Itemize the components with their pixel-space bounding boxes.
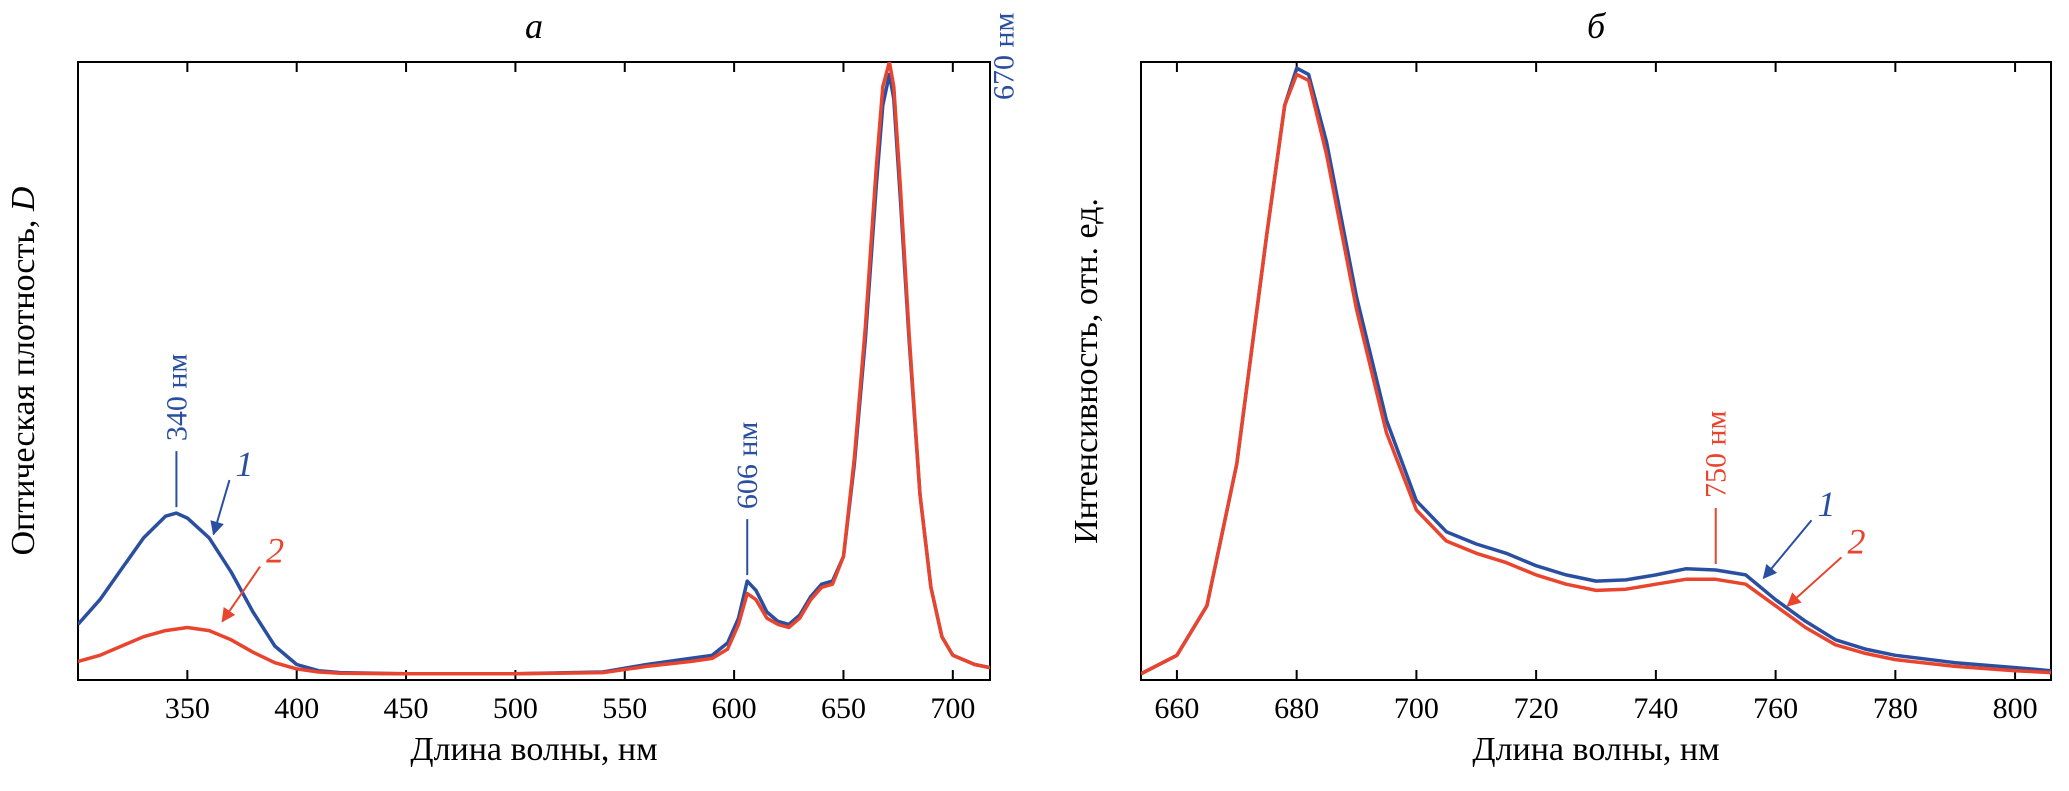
- curve-label-2: 2: [266, 531, 284, 571]
- curve-arrow: [1762, 519, 1813, 580]
- series-line-2: [78, 62, 990, 676]
- x-tick-label: 660: [1154, 692, 1199, 725]
- y-axis-title: Оптическая плотность, D: [5, 186, 42, 555]
- curve-label-1: 1: [1818, 484, 1836, 524]
- x-tick-label: 680: [1274, 692, 1319, 725]
- peak-annotation: 670 нм: [987, 12, 1020, 100]
- x-tick-label: 780: [1873, 692, 1918, 725]
- series-line-1: [78, 72, 990, 676]
- x-tick-label: 600: [712, 692, 757, 725]
- peak-annotation: 340 нм: [160, 354, 193, 442]
- x-tick-label: 550: [602, 692, 647, 725]
- panel-title: б: [1587, 6, 1607, 46]
- curve-arrow: [210, 479, 231, 536]
- curve-label-2: 2: [1847, 521, 1865, 561]
- y-axis-title: Интенсивность, отн. ед.: [1068, 198, 1105, 544]
- curve-arrow: [221, 566, 261, 623]
- peak-annotation: 606 нм: [731, 422, 764, 510]
- plot-frame: [77, 61, 991, 681]
- panel-title: а: [525, 6, 543, 46]
- curve-label-1: 1: [235, 444, 253, 484]
- x-tick-label: 800: [1993, 692, 2038, 725]
- x-tick-label: 760: [1753, 692, 1798, 725]
- x-tick-label: 350: [165, 692, 210, 725]
- panel-b: 660 680 700 720 740 760 780 800 750 нм 12 Длина во…: [1068, 6, 2052, 768]
- x-tick-label: 650: [821, 692, 866, 725]
- x-tick-label: 720: [1514, 692, 1559, 725]
- x-tick-label: 740: [1633, 692, 1678, 725]
- plot-frame: [1140, 61, 2052, 681]
- curve-arrow: [1786, 556, 1843, 607]
- x-axis-title: Длина волны, нм: [410, 731, 657, 768]
- x-tick-label: 450: [384, 692, 429, 725]
- peak-annotation: 750 нм: [1700, 410, 1733, 498]
- panel-a: 350 400 450 500 550 600 650 700 340 нм 606 нм 670 …: [5, 6, 1020, 768]
- series-line-2: [1141, 72, 2051, 676]
- x-tick-label: 700: [1394, 692, 1439, 725]
- x-tick-label: 700: [930, 692, 975, 725]
- x-tick-label: 400: [274, 692, 319, 725]
- x-axis-title: Длина волны, нм: [1472, 731, 1719, 768]
- x-tick-label: 500: [493, 692, 538, 725]
